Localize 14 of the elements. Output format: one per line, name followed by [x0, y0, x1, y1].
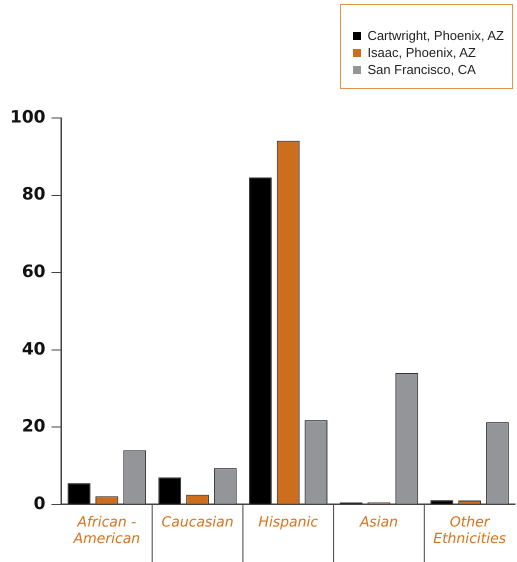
x-tick-label: Asian [358, 514, 398, 530]
y-tick-label: 40 [22, 339, 46, 360]
y-tick-label: 0 [34, 494, 46, 514]
y-tick-label: 80 [22, 184, 46, 205]
y-tick-label: 20 [22, 416, 46, 437]
legend-label: Isaac, Phoenix, AZ [367, 44, 476, 61]
x-tick-label: Caucasian [161, 514, 234, 530]
y-tick-label: 60 [22, 262, 46, 282]
legend-label: San Francisco, CA [367, 61, 476, 78]
x-tick-label: Hispanic [258, 514, 318, 530]
x-tick-label: Other Ethnicities [433, 514, 506, 548]
y-tick-label: 100 [10, 107, 46, 128]
x-tick-label: African - American [72, 514, 140, 548]
legend-label: Cartwright, Phoenix, AZ [367, 27, 504, 44]
